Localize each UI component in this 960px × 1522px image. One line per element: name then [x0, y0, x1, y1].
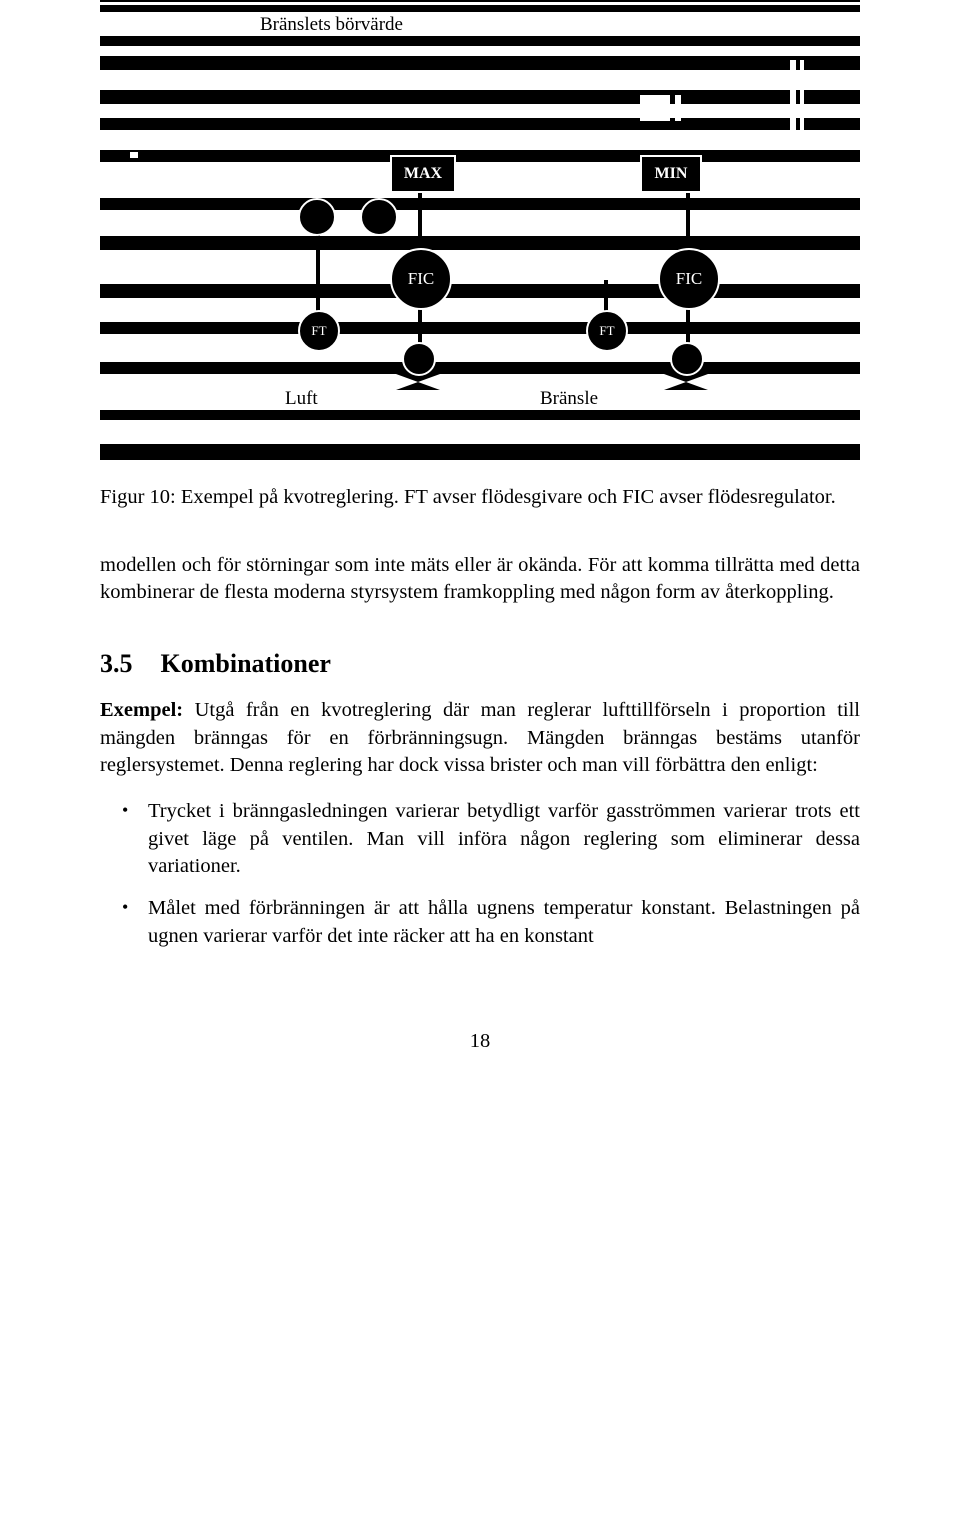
paragraph-intro: modellen och för störningar som inte mät… [100, 552, 860, 607]
figure-min-label: MIN [655, 165, 688, 183]
section-number: 3.5 [100, 649, 133, 679]
figure-label-bransle: Bränsle [540, 388, 598, 410]
bullet-item-1: Trycket i bränngasledningen varierar bet… [132, 798, 860, 881]
figure-caption: Figur 10: Exempel på kvotreglering. FT a… [100, 484, 860, 512]
figure-max-label: MAX [404, 165, 442, 183]
example-paragraph: Exempel: Utgå från en kvotreglering där … [100, 697, 860, 780]
figure-small-circle-mid [360, 198, 398, 236]
section-heading: 3.5 Kombinationer [100, 649, 860, 679]
figure-label-luft: Luft [285, 388, 318, 410]
figure-fic-right: FIC [658, 248, 720, 310]
figure-valve-left [402, 342, 436, 376]
figure-diagram: Bränslets börvärde MAX MIN FIC FIC FT [100, 0, 860, 460]
figure-min-box: MIN [640, 155, 702, 193]
bullet-list: Trycket i bränngasledningen varierar bet… [100, 798, 860, 950]
figure-fic-right-label: FIC [676, 269, 702, 289]
page-number: 18 [100, 1030, 860, 1053]
figure-fic-left-label: FIC [408, 269, 434, 289]
figure-10: Bränslets börvärde MAX MIN FIC FIC FT [100, 0, 860, 512]
figure-ft-right: FT [586, 310, 628, 352]
figure-max-box: MAX [390, 155, 456, 193]
figure-ft-left: FT [298, 310, 340, 352]
example-body: Utgå från en kvotreglering där man regle… [100, 699, 860, 776]
figure-valve-right [670, 342, 704, 376]
figure-small-circle-left [298, 198, 336, 236]
example-label: Exempel: [100, 699, 183, 721]
section-title: Kombinationer [161, 649, 331, 678]
figure-label-top: Bränslets börvärde [260, 14, 403, 36]
figure-fic-left: FIC [390, 248, 452, 310]
bullet-item-2: Målet med förbränningen är att hålla ugn… [132, 895, 860, 950]
figure-ft-right-label: FT [599, 323, 614, 339]
figure-ft-left-label: FT [311, 323, 326, 339]
